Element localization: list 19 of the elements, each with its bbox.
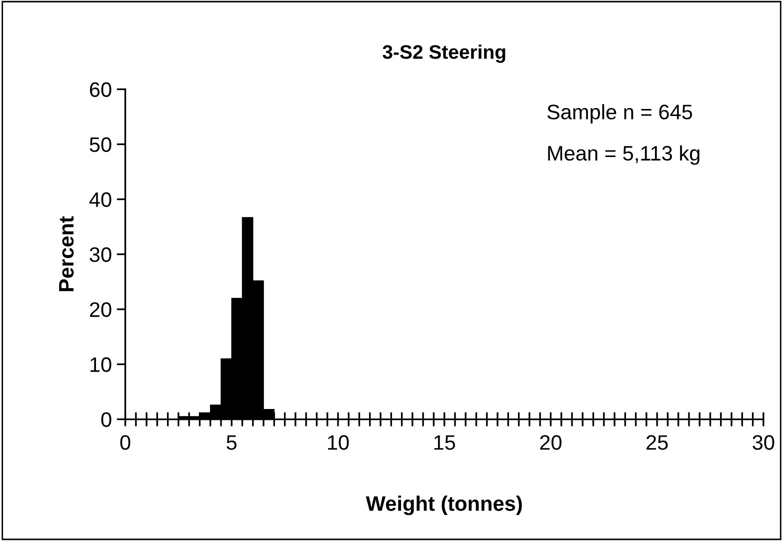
x-tick-label: 30 — [752, 435, 774, 450]
chart-title: 3-S2 Steering — [382, 44, 506, 63]
y-tick-label: 30 — [90, 247, 112, 262]
x-tick-label: 0 — [120, 435, 130, 450]
y-tick-label: 10 — [90, 357, 112, 372]
y-axis-title: Percent — [59, 216, 74, 292]
y-tick-label: 60 — [90, 82, 112, 98]
x-tick-label: 20 — [540, 435, 562, 450]
x-tick-label: 15 — [434, 435, 456, 450]
x-tick-label: 5 — [226, 435, 237, 450]
annotation: Sample n = 645 — [547, 104, 692, 124]
y-tick-label: 40 — [89, 192, 112, 208]
x-axis-title: Weight (tonnes) — [366, 496, 522, 516]
y-tick-label: 0 — [101, 412, 112, 428]
y-tick-label: 50 — [90, 137, 112, 152]
x-tick-label: 25 — [646, 435, 668, 450]
annotation: Mean = 5,113 kg — [548, 145, 700, 165]
x-tick-label: 10 — [328, 435, 349, 450]
y-tick-label: 20 — [90, 302, 112, 318]
